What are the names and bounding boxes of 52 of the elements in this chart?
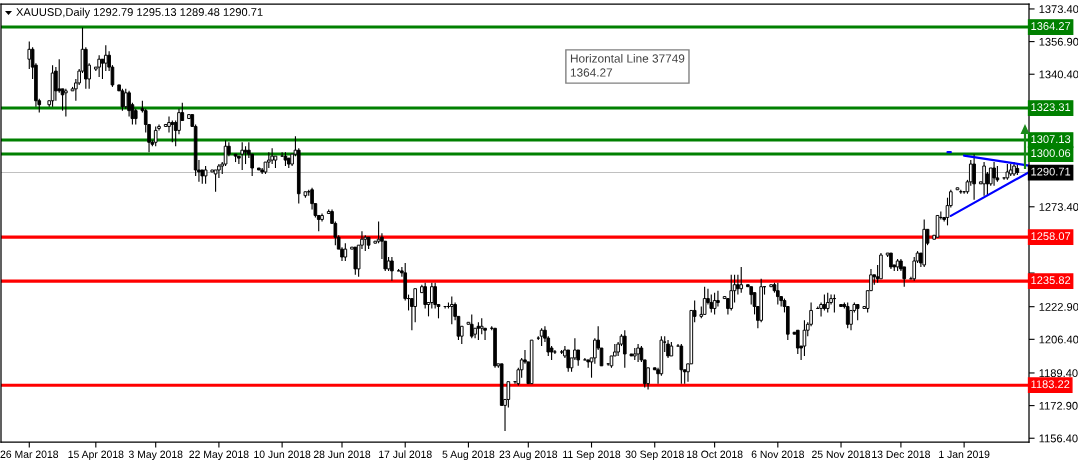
- x-tick-label: 1 Jan 2019: [939, 450, 990, 458]
- y-tick-label: 1356.90: [1039, 37, 1078, 46]
- candlestick: [57, 58, 62, 94]
- y-tick-label: 1340.40: [1039, 70, 1078, 79]
- ref-line-label: 1323.31: [1031, 103, 1071, 112]
- x-tick-label: 28 Jun 2018: [313, 450, 371, 458]
- candlestick: [776, 282, 780, 306]
- x-tick-label: 11 Sep 2018: [563, 450, 621, 461]
- candlestick: [120, 88, 125, 112]
- x-tick-label: 22 May 2018: [189, 450, 249, 461]
- annotation: Horizontal Line 37749 1364.27: [570, 54, 685, 77]
- x-tick-label: 17 Jul 2018: [379, 450, 432, 458]
- x-tick-label: 30 Sep 2018: [625, 450, 684, 461]
- x-tick-label: 26 Mar 2018: [0, 450, 59, 458]
- ref-line-label: 1290.71: [1031, 167, 1071, 176]
- candlestick: [729, 274, 734, 311]
- x-tick-label: 25 Nov 2018: [812, 450, 871, 458]
- ref-line-label: 1183.22: [1031, 380, 1070, 389]
- candlestick: [739, 266, 744, 294]
- candlestick: [879, 252, 883, 280]
- y-tick-label: 1206.40: [1039, 335, 1078, 344]
- ref-line-label: 1300.06: [1031, 149, 1071, 158]
- ref-line-label: 1307.13: [1031, 135, 1071, 144]
- x-tick-label: 23 Aug 2018: [499, 450, 558, 461]
- ref-line-label: 1258.07: [1031, 232, 1071, 241]
- candlestick: [716, 290, 720, 308]
- x-tick-label: 3 May 2018: [128, 450, 183, 461]
- y-tick-label: 1172.90: [1039, 401, 1078, 410]
- y-tick-label: 1222.90: [1039, 302, 1078, 311]
- y-tick-label: 1189.40: [1039, 369, 1078, 378]
- candlestick: [972, 153, 976, 201]
- x-tick-label: 13 Dec 2018: [872, 450, 930, 458]
- y-tick-label: 1273.40: [1039, 203, 1078, 211]
- chart-title: XAUUSD,Daily 1292.79 1295.13 1289.48 1290.71: [16, 7, 263, 19]
- candlestick: [27, 40, 32, 70]
- ref-line-label: 1235.82: [1031, 276, 1071, 285]
- candlestick: [64, 88, 68, 118]
- candlestick: [270, 147, 274, 165]
- candlestick: [413, 288, 418, 323]
- ref-line-label: 1364.27: [1031, 22, 1071, 30]
- x-tick-label: 15 Apr 2018: [68, 450, 124, 461]
- y-tick-label: 1373.40: [1039, 5, 1078, 14]
- x-tick-label: 18 Oct 2018: [687, 450, 743, 458]
- x-tick-label: 5 Aug 2018: [442, 450, 495, 461]
- candlestick: [702, 286, 707, 315]
- x-tick-label: 6 Nov 2018: [751, 450, 805, 458]
- candlestick: [433, 282, 437, 310]
- candlestick: [170, 119, 175, 143]
- x-tick-label: 10 Jun 2018: [254, 450, 311, 458]
- candlestick: [100, 58, 105, 80]
- y-tick-label: 1156.40: [1039, 434, 1078, 443]
- candlestick: [506, 381, 511, 408]
